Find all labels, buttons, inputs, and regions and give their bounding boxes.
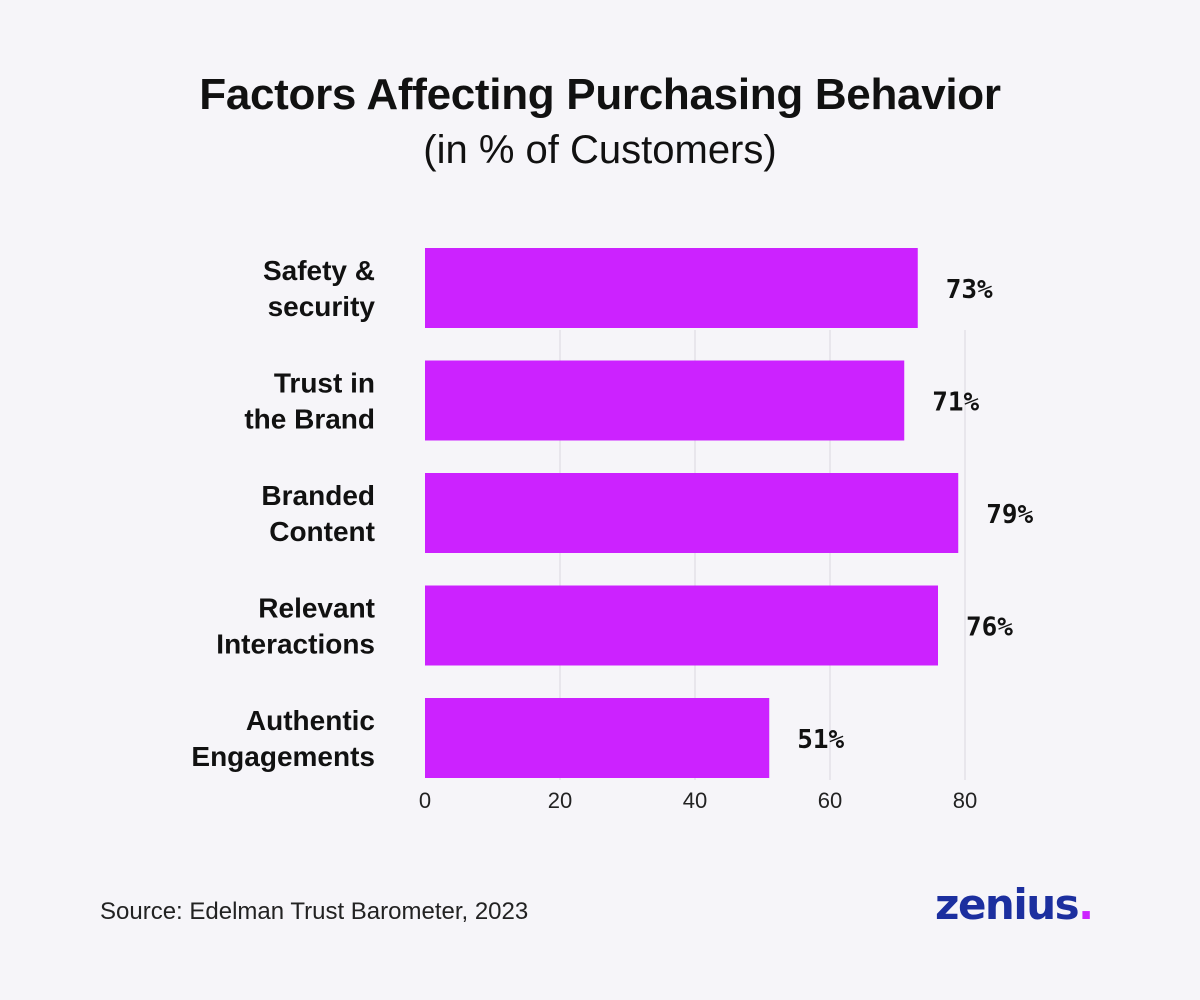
value-label-4: 51% bbox=[797, 725, 844, 755]
bar-4 bbox=[425, 698, 770, 778]
category-label-1: Trust in the Brand bbox=[244, 368, 375, 435]
logo-dot: . bbox=[1078, 880, 1094, 929]
bar-3 bbox=[425, 585, 938, 666]
category-label-0: Safety & security bbox=[263, 255, 375, 322]
value-label-0: 73% bbox=[946, 275, 993, 305]
value-label-3: 76% bbox=[966, 613, 1013, 643]
chart-title: Factors Affecting Purchasing Behavior bbox=[199, 70, 1001, 119]
bar-0 bbox=[425, 248, 918, 328]
x-tick-label-60: 60 bbox=[818, 788, 842, 813]
value-label-2: 79% bbox=[986, 500, 1033, 530]
x-tick-label-80: 80 bbox=[953, 788, 977, 813]
bar-1 bbox=[425, 360, 905, 441]
source-note: Source: Edelman Trust Barometer, 2023 bbox=[100, 898, 529, 925]
value-label-1: 71% bbox=[932, 388, 979, 418]
category-label-2: Branded Content bbox=[261, 480, 375, 547]
category-label-3: Relevant Interactions bbox=[216, 593, 375, 660]
x-tick-label-0: 0 bbox=[419, 788, 431, 813]
x-tick-label-20: 20 bbox=[548, 788, 572, 813]
logo-text: zenius bbox=[935, 880, 1080, 929]
x-tick-label-40: 40 bbox=[683, 788, 707, 813]
category-label-4: Authentic Engagements bbox=[191, 705, 375, 772]
bar-2 bbox=[425, 473, 959, 553]
zenius-logo: zenius. bbox=[935, 880, 1094, 929]
chart-subtitle: (in % of Customers) bbox=[423, 128, 777, 172]
